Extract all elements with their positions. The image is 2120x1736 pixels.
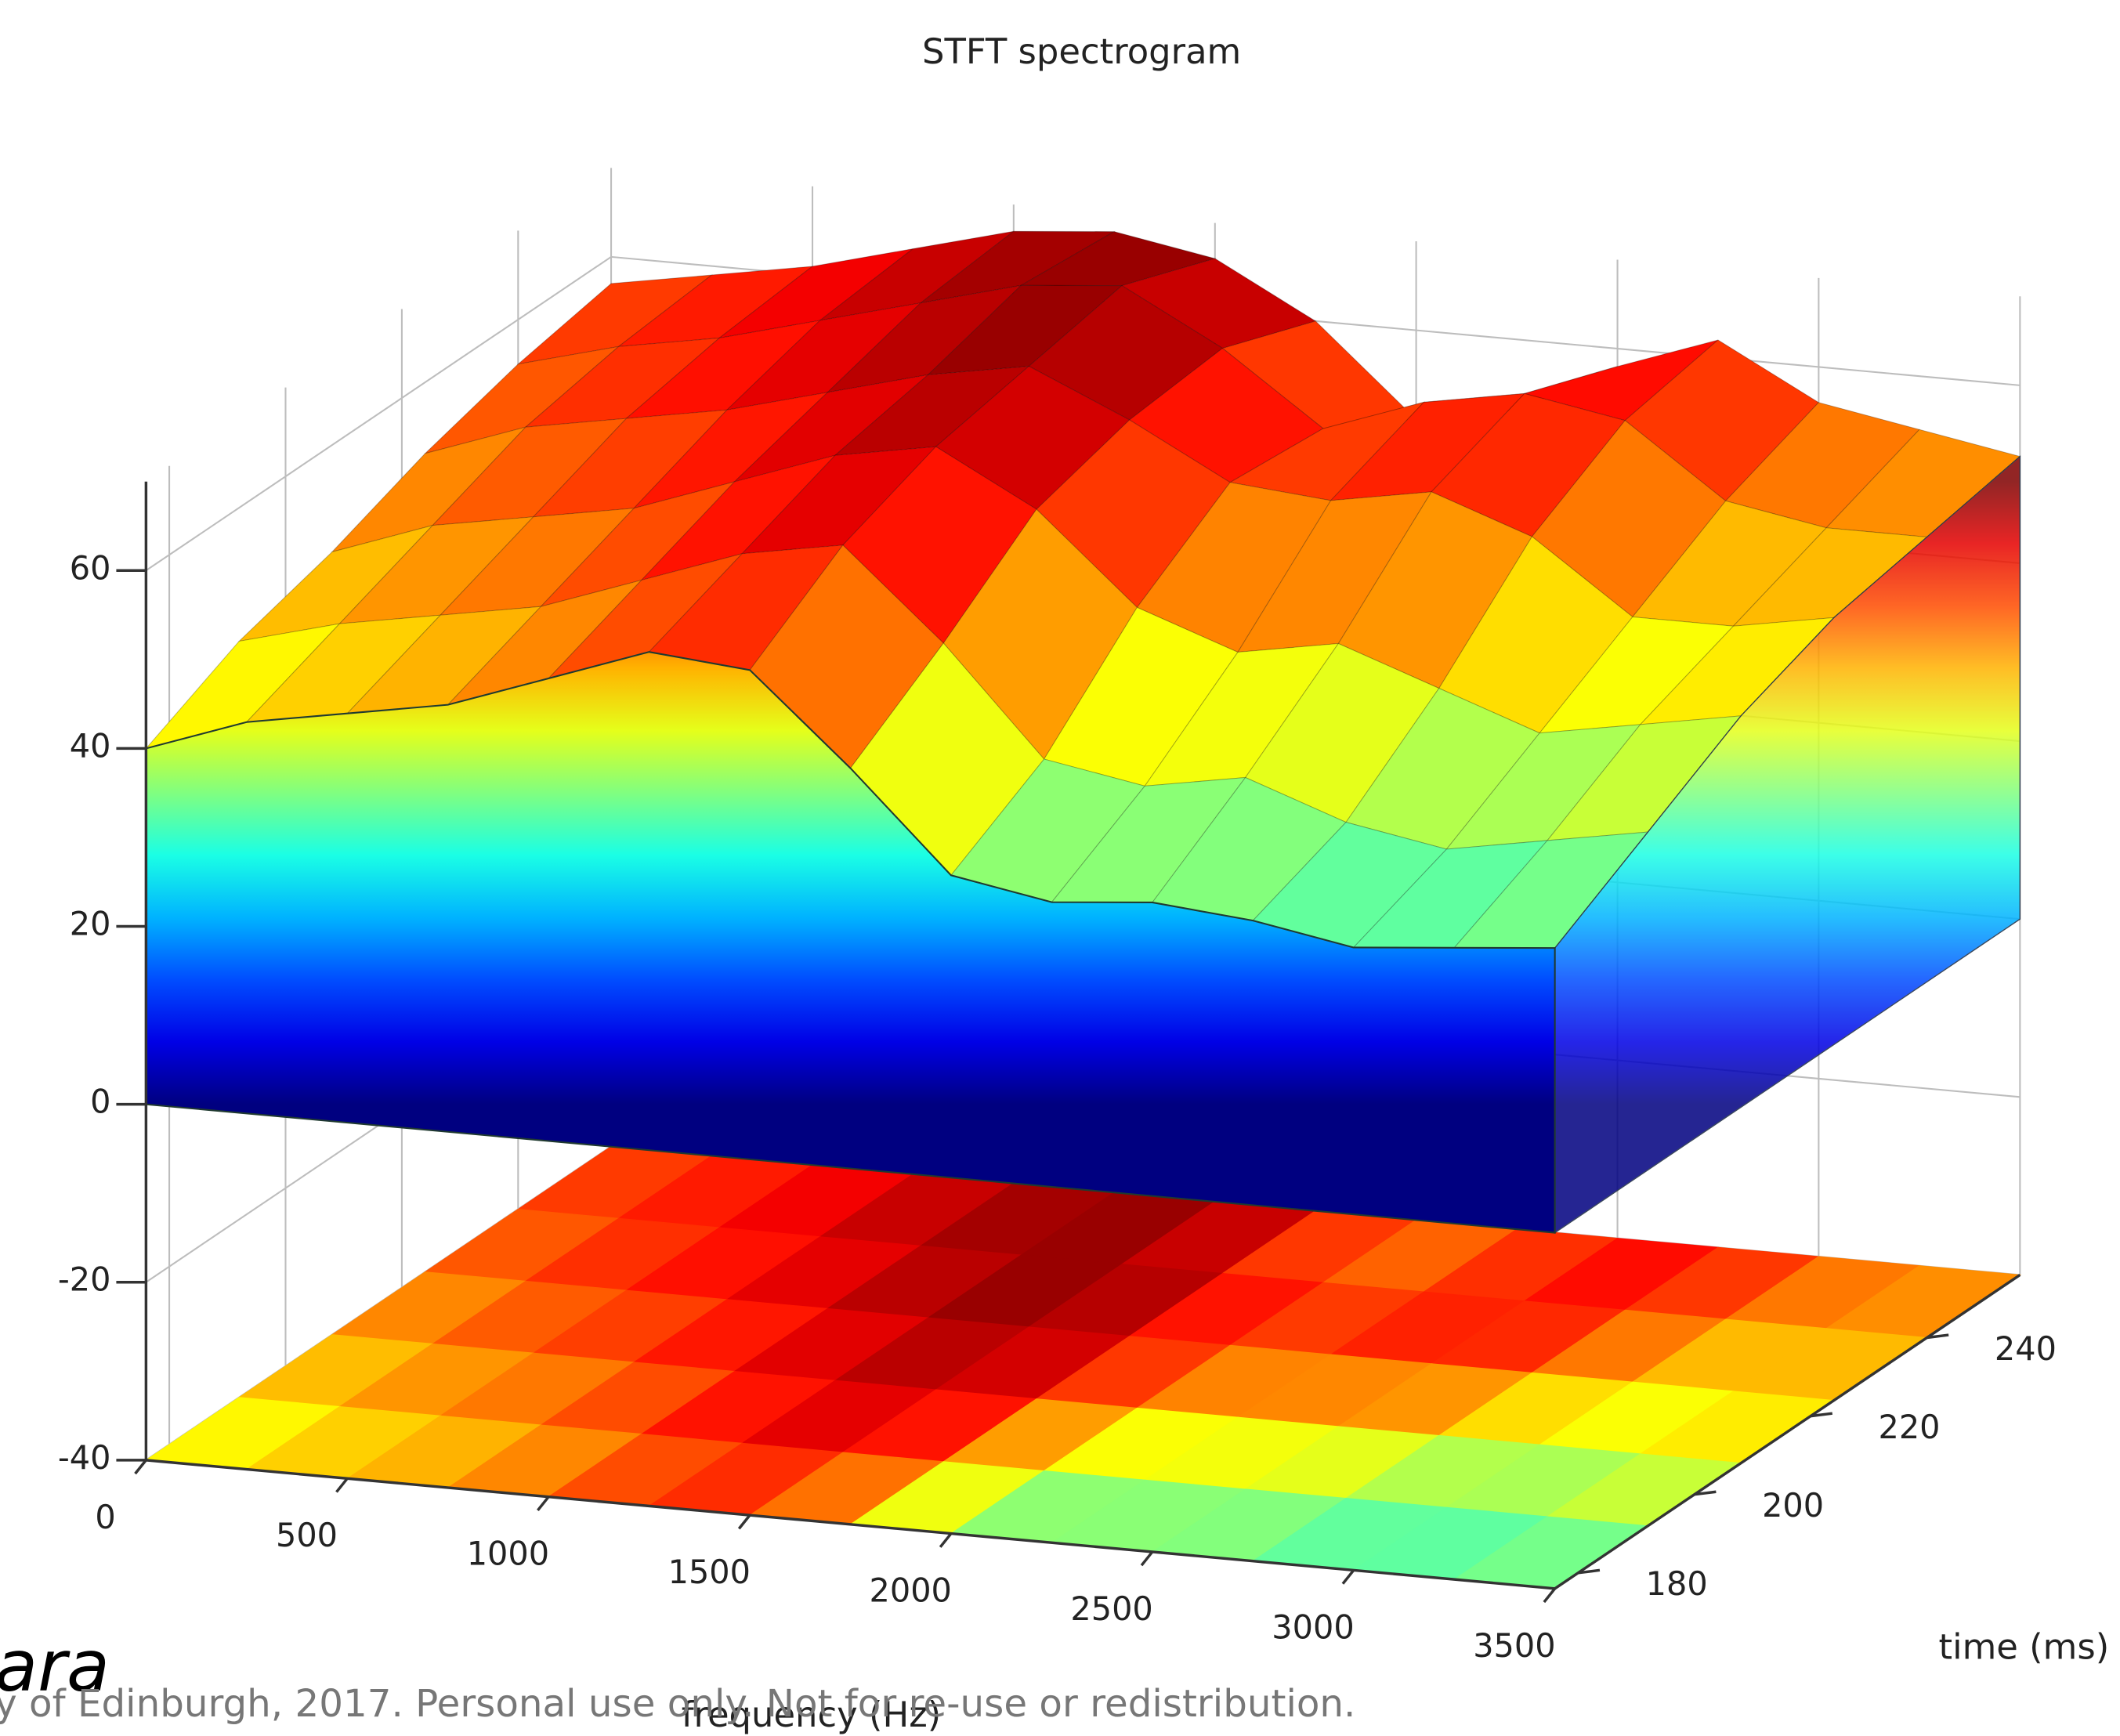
front-face bbox=[145, 651, 1556, 1234]
y-tick-label: 180 bbox=[1646, 1565, 1708, 1603]
y-tick-label: 240 bbox=[1995, 1330, 2057, 1368]
z-tick-label: -20 bbox=[58, 1261, 111, 1299]
tick-mark bbox=[1341, 1569, 1355, 1585]
author-fragment: ara bbox=[0, 1626, 110, 1707]
x-tick-label: 3000 bbox=[1272, 1608, 1354, 1646]
tick-mark bbox=[939, 1532, 953, 1548]
z-tick-label: 40 bbox=[70, 727, 111, 765]
tick-mark bbox=[1810, 1412, 1833, 1418]
z-tick-label: -40 bbox=[58, 1439, 111, 1477]
tick-mark bbox=[1543, 1587, 1557, 1604]
tick-mark bbox=[335, 1477, 349, 1493]
tick-mark bbox=[1694, 1490, 1717, 1496]
x-tick-label: 2000 bbox=[870, 1571, 952, 1609]
tick-mark bbox=[737, 1514, 751, 1530]
overlay: ara y of Edinburgh, 2017. Personal use o… bbox=[0, 1626, 1355, 1725]
tick-mark bbox=[1926, 1333, 1949, 1340]
x-axis-label: frequency (Hz) bbox=[682, 1694, 942, 1735]
plot-area: STFT spectrogram frequency (Hz) time (ms… bbox=[58, 31, 2109, 1735]
tick-mark bbox=[1578, 1568, 1601, 1575]
x-tick-label: 0 bbox=[95, 1499, 115, 1536]
x-tick-label: 1000 bbox=[467, 1535, 549, 1573]
z-tick-label: 20 bbox=[70, 906, 111, 943]
chart-title: STFT spectrogram bbox=[922, 31, 1241, 72]
right-face bbox=[1554, 455, 2021, 1234]
x-tick-label: 1500 bbox=[668, 1553, 751, 1591]
y-tick-label: 200 bbox=[1762, 1487, 1824, 1524]
copyright-note: y of Edinburgh, 2017. Personal use only.… bbox=[0, 1682, 1355, 1726]
tick-mark bbox=[134, 1459, 147, 1475]
x-tick-label: 2500 bbox=[1070, 1590, 1152, 1628]
tick-mark bbox=[1140, 1550, 1154, 1567]
tick-mark bbox=[537, 1495, 550, 1512]
z-tick-label: 0 bbox=[90, 1083, 110, 1121]
y-tick-label: 220 bbox=[1878, 1409, 1940, 1446]
x-tick-label: 3500 bbox=[1473, 1627, 1555, 1665]
x-tick-label: 500 bbox=[276, 1517, 338, 1554]
floor-edge bbox=[146, 1273, 2021, 1590]
z-tick-label: 60 bbox=[70, 549, 111, 587]
y-axis-label: time (ms) bbox=[1939, 1626, 2110, 1667]
